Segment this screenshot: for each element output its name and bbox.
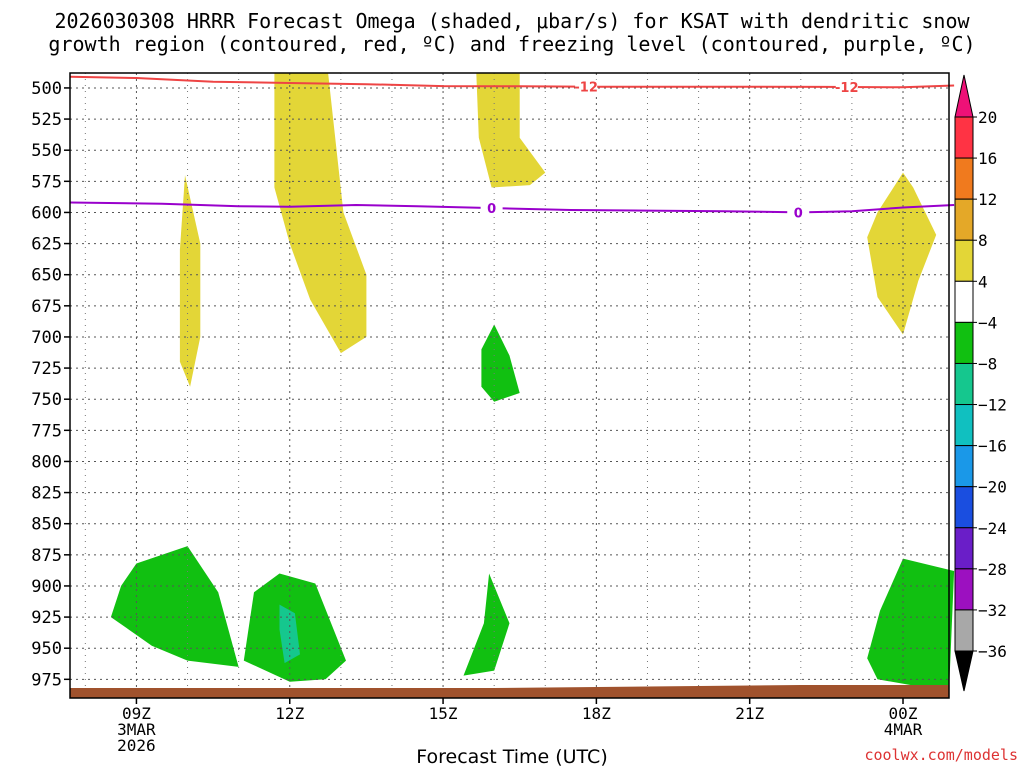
x-tick-label-9-2: 2026 bbox=[117, 736, 156, 755]
y-tick-label-950: 950 bbox=[31, 639, 62, 659]
x-tick-label-12-0: 12Z bbox=[275, 704, 304, 723]
chart-title-line-2: growth region (contoured, red, ºC) and f… bbox=[48, 32, 976, 56]
colorbar-swatch-3 bbox=[954, 239, 974, 282]
y-tick-label-825: 825 bbox=[31, 484, 62, 504]
dgz-contour-label-0: -12 bbox=[574, 81, 598, 96]
descent-low-3 bbox=[279, 604, 300, 664]
ascent-column-4 bbox=[867, 172, 937, 335]
freezing-level-contour-line bbox=[69, 201, 955, 214]
colorbar-label-7: −12 bbox=[978, 396, 1007, 415]
colorbar-swatch-10 bbox=[954, 527, 974, 570]
y-tick-label-750: 750 bbox=[31, 390, 62, 410]
descent-low-1 bbox=[110, 546, 239, 667]
freezing-level-contour-label-bg-1 bbox=[787, 205, 810, 220]
ground-band bbox=[70, 685, 949, 698]
dgz-contour-label-bg-0 bbox=[575, 79, 598, 94]
colorbar-swatch-12 bbox=[954, 609, 974, 652]
y-tick-label-925: 925 bbox=[31, 608, 62, 628]
colorbar-label-12: −32 bbox=[978, 601, 1007, 620]
colorbar-swatch-1 bbox=[954, 157, 974, 200]
y-tick-label-700: 700 bbox=[31, 328, 62, 348]
x-tick-label-15-0: 15Z bbox=[429, 704, 458, 723]
descent-mid bbox=[481, 324, 520, 402]
y-tick-label-850: 850 bbox=[31, 515, 62, 535]
colorbar-label-11: −28 bbox=[978, 560, 1007, 579]
omega-colorbar: 20 16 12 8 4 −4 −8 −12 −16 −20 −24 −28 −32 −36 bbox=[954, 74, 1007, 692]
colorbar-swatch-11 bbox=[954, 568, 974, 611]
colorbar-bottom-arrow bbox=[954, 650, 974, 692]
x-tick-label-24-1: 4MAR bbox=[884, 720, 923, 739]
colorbar-swatch-2 bbox=[954, 198, 974, 241]
y-tick-label-550: 550 bbox=[31, 141, 62, 161]
axes: 500 525 550 575 600 625 650 675 700 725 750 775 800 8… bbox=[31, 72, 950, 755]
y-tick-label-675: 675 bbox=[31, 297, 62, 317]
colorbar-swatch-8 bbox=[954, 445, 974, 488]
ascent-column-1 bbox=[179, 175, 201, 387]
contour-lines: -12 -12 0 0 bbox=[69, 75, 955, 221]
descent-low-5 bbox=[867, 558, 955, 692]
colorbar-label-4: 4 bbox=[978, 272, 988, 291]
colorbar-swatch-5 bbox=[954, 321, 974, 364]
y-tick-label-725: 725 bbox=[31, 359, 62, 379]
dgz-contour-label-1: -12 bbox=[835, 81, 859, 96]
y-tick-label-625: 625 bbox=[31, 235, 62, 255]
colorbar-label-8: −16 bbox=[978, 437, 1007, 456]
colorbar-label-2: 12 bbox=[978, 190, 997, 209]
colorbar-top-arrow bbox=[954, 74, 974, 118]
freezing-level-contour-label-0: 0 bbox=[487, 202, 496, 217]
colorbar-label-10: −24 bbox=[978, 519, 1007, 538]
x-tick-label-24-0: 00Z bbox=[889, 704, 918, 723]
colorbar-label-13: −36 bbox=[978, 642, 1007, 661]
colorbar-swatch-4 bbox=[954, 280, 974, 323]
x-tick-label-9-1: 3MAR bbox=[117, 720, 156, 739]
y-tick-label-600: 600 bbox=[31, 203, 62, 223]
y-tick-label-650: 650 bbox=[31, 266, 62, 286]
dgz-contour-line bbox=[69, 75, 955, 89]
x-tick-label-18-0: 18Z bbox=[582, 704, 611, 723]
y-tick-label-775: 775 bbox=[31, 421, 62, 441]
grid-lines bbox=[70, 73, 949, 698]
colorbar-swatch-7 bbox=[954, 404, 974, 447]
colorbar-label-5: −4 bbox=[978, 313, 997, 332]
colorbar-label-0: 20 bbox=[978, 108, 997, 127]
y-tick-label-975: 975 bbox=[31, 670, 62, 690]
chart-title-line-1: 2026030308 HRRR Forecast Omega (shaded, … bbox=[54, 9, 970, 33]
y-tick-label-575: 575 bbox=[31, 172, 62, 192]
ascent-column-3 bbox=[476, 73, 546, 188]
x-tick-label-21-0: 21Z bbox=[735, 704, 764, 723]
source-credit[interactable]: coolwx.com/models bbox=[864, 746, 1018, 764]
dgz-contour-label-bg-1 bbox=[835, 80, 858, 95]
x-tick-label-9-0: 09Z bbox=[122, 704, 151, 723]
y-tick-label-500: 500 bbox=[31, 79, 62, 99]
plot-frame bbox=[69, 72, 950, 699]
colorbar-swatch-9 bbox=[954, 486, 974, 529]
colorbar-swatch-0 bbox=[954, 116, 974, 159]
freezing-level-contour-label-bg-0 bbox=[480, 201, 503, 216]
y-tick-label-875: 875 bbox=[31, 546, 62, 566]
y-tick-label-800: 800 bbox=[31, 452, 62, 472]
descent-low-4 bbox=[463, 573, 510, 676]
ascent-column-2 bbox=[274, 73, 367, 354]
colorbar-label-3: 8 bbox=[978, 231, 988, 250]
omega-shading bbox=[110, 73, 955, 692]
colorbar-label-9: −20 bbox=[978, 478, 1007, 497]
colorbar-label-1: 16 bbox=[978, 149, 997, 168]
freezing-level-contour-label-1: 0 bbox=[794, 206, 803, 221]
colorbar-label-6: −8 bbox=[978, 354, 997, 373]
y-tick-label-900: 900 bbox=[31, 577, 62, 597]
ground-surface bbox=[70, 685, 949, 698]
x-axis-label: Forecast Time (UTC) bbox=[416, 746, 608, 768]
colorbar-swatch-6 bbox=[954, 362, 974, 406]
y-tick-label-525: 525 bbox=[31, 110, 62, 130]
